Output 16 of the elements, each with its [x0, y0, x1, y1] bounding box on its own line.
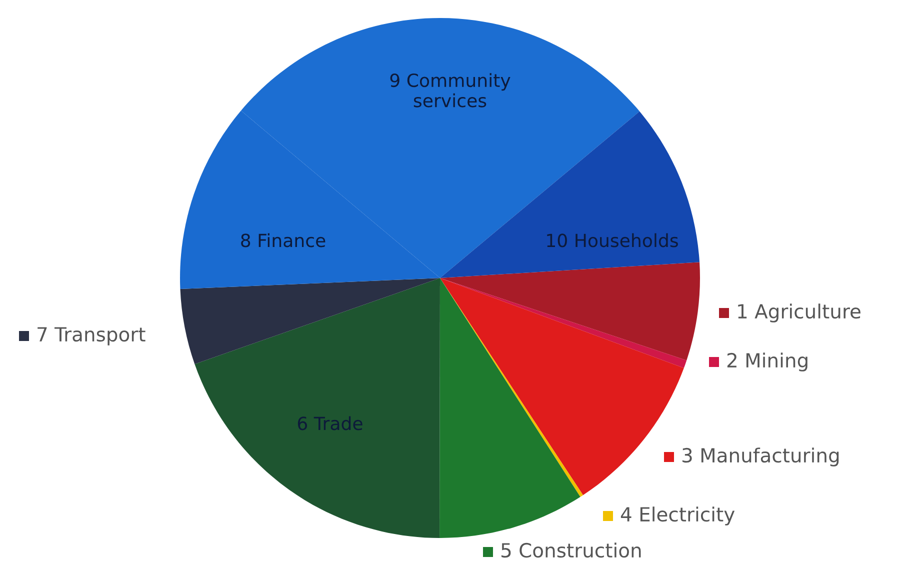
pie-slice [440, 262, 700, 360]
legend-label: 5 Construction [502, 542, 641, 558]
pie-slice [440, 278, 580, 538]
pie-slice [440, 111, 700, 278]
pie-slice [440, 278, 684, 496]
legend-label: 1 Agriculture [738, 304, 860, 322]
slice-label: 10 Households [547, 233, 678, 248]
pie-slice [180, 278, 440, 364]
slice-label: 6 Trade [298, 416, 362, 430]
legend-label: 2 Mining [727, 352, 808, 372]
legend-label: 4 Electricity [620, 506, 735, 526]
pie-slice [194, 278, 440, 538]
legend-label: 3 Manufacturing [682, 448, 839, 466]
slice-label: 8 Finance [241, 233, 326, 248]
legend-label: 7 Transport [38, 327, 146, 346]
slice-label: 9 Community services [390, 73, 510, 108]
